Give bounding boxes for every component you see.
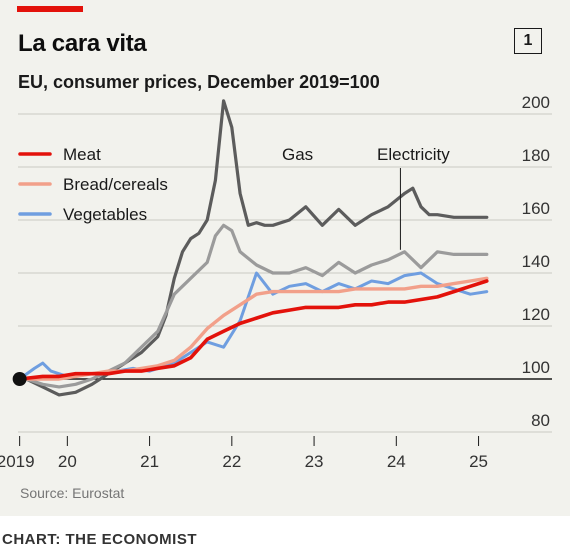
- x-tick-label: 23: [305, 452, 324, 471]
- y-tick-label: 180: [522, 146, 550, 165]
- y-tick-label: 140: [522, 252, 550, 271]
- x-tick-label: 22: [222, 452, 241, 471]
- y-tick-label: 120: [522, 305, 550, 324]
- y-tick-label: 200: [522, 93, 550, 112]
- line-chart: 80 100 120 140 160 180 200 2019 20 21 22 23 24 25 Me…: [0, 93, 552, 471]
- x-tick-label: 20: [58, 452, 77, 471]
- y-tick-labels: 80 100 120 140 160 180 200: [522, 93, 550, 430]
- y-tick-label: 100: [522, 358, 550, 377]
- legend: Meat Bread/cereals Vegetables: [18, 145, 168, 224]
- series-lines: [12, 99, 489, 397]
- brand-red-bar: [17, 6, 83, 12]
- y-tick-label: 80: [531, 411, 550, 430]
- legend-label-bread: Bread/cereals: [63, 175, 168, 194]
- y-tick-label: 160: [522, 199, 550, 218]
- x-tick-label: 2019: [0, 452, 35, 471]
- x-tick-label: 25: [469, 452, 488, 471]
- source-note: Source: Eurostat: [20, 485, 125, 501]
- chart-title: La cara vita: [18, 30, 147, 57]
- chart-number-badge: 1: [514, 28, 542, 54]
- x-tick-label: 24: [387, 452, 406, 471]
- annotations: Gas Electricity: [282, 145, 450, 250]
- start-point-marker: [12, 372, 27, 386]
- series-line-electricity: [18, 223, 489, 389]
- legend-label-vegetables: Vegetables: [63, 205, 147, 224]
- annotation-electricity: Electricity: [377, 145, 450, 164]
- chart-credit: CHART: THE ECONOMIST: [2, 531, 197, 548]
- annotation-gas: Gas: [282, 145, 313, 164]
- x-axis: 2019 20 21 22 23 24 25: [0, 436, 488, 471]
- chart-panel: [0, 0, 570, 516]
- series-line-bread: [17, 276, 489, 381]
- legend-label-meat: Meat: [63, 145, 101, 164]
- chart-subtitle: EU, consumer prices, December 2019=100: [18, 72, 380, 92]
- series-line-meat: [17, 279, 489, 381]
- x-tick-label: 21: [140, 452, 159, 471]
